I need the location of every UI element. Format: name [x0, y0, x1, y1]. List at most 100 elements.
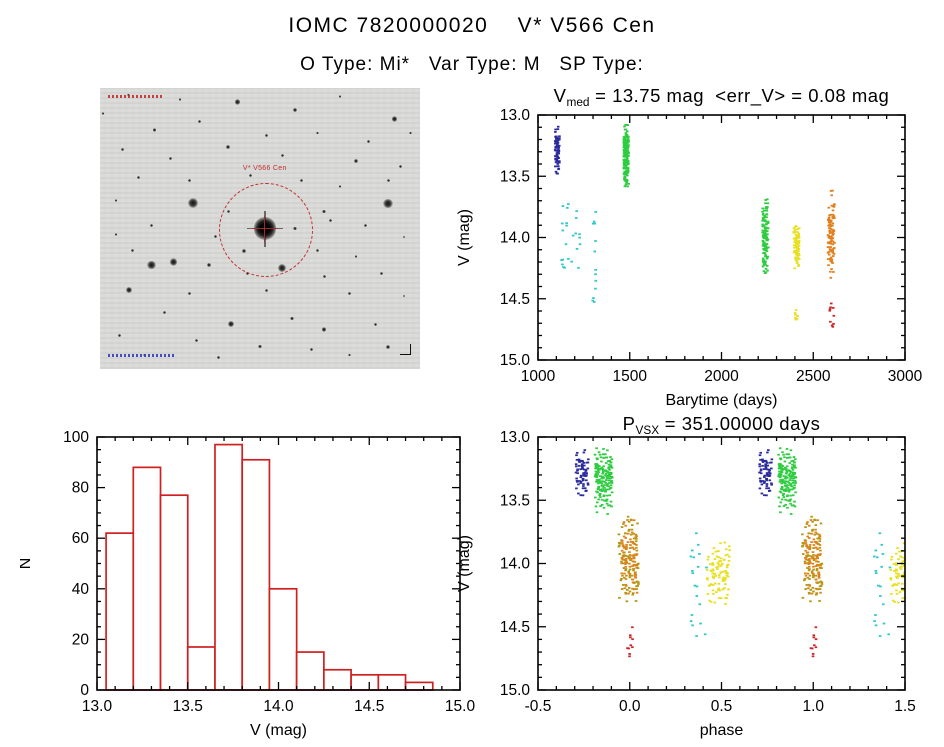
plot-element: 13.5	[500, 492, 530, 509]
plot-element	[786, 476, 789, 479]
plot-element	[594, 472, 598, 475]
plot-element	[761, 210, 764, 213]
plot-element	[599, 488, 602, 491]
plot-element	[828, 232, 832, 234]
plot-element	[602, 476, 606, 479]
plot-element	[633, 560, 637, 563]
plot-element	[808, 568, 811, 570]
plot-element	[598, 453, 602, 456]
plot-element	[625, 158, 629, 161]
plot-element	[810, 532, 814, 535]
plot-element	[634, 540, 638, 543]
plot-element	[787, 453, 791, 456]
plot-element	[818, 540, 822, 543]
histogram-bar	[105, 532, 135, 691]
plot-element	[769, 461, 772, 464]
plot-element	[812, 554, 815, 556]
plot-element	[895, 584, 899, 586]
plot-element	[779, 491, 783, 494]
plot-element	[881, 553, 885, 555]
plot-element	[762, 233, 766, 236]
phase-title: PVSX = 351.00000 days	[623, 413, 821, 437]
plot-element	[790, 485, 794, 488]
plot-element	[804, 526, 807, 528]
star	[383, 198, 393, 208]
star	[168, 156, 172, 160]
plot-element	[570, 260, 573, 263]
plot-element	[818, 544, 822, 546]
star	[136, 176, 140, 180]
plot-element	[830, 237, 834, 239]
plot-element	[698, 553, 701, 555]
plot-element	[577, 266, 580, 269]
plot-element	[797, 265, 800, 267]
plot-element	[816, 557, 820, 560]
plot-element	[625, 170, 629, 173]
plot-element	[828, 214, 831, 217]
plot-element	[591, 299, 595, 302]
plot-element	[691, 572, 695, 575]
plot-element	[761, 480, 765, 482]
y-axis-label: V (mag)	[456, 209, 473, 266]
plot-element	[635, 591, 639, 594]
plot-element	[814, 524, 818, 527]
plot-element	[583, 487, 587, 490]
plot-element	[762, 209, 766, 212]
plot-element	[807, 555, 811, 557]
plot-element	[818, 533, 821, 536]
plot-element	[806, 546, 809, 549]
plot-element	[556, 125, 560, 128]
plot-element	[713, 558, 717, 560]
plot-element	[813, 533, 817, 536]
plot-element	[627, 135, 630, 138]
plot-element	[874, 614, 877, 616]
plot-element	[813, 519, 817, 521]
plot-element	[806, 576, 810, 579]
plot-element	[709, 600, 713, 603]
plot-element	[695, 532, 698, 535]
plot-element	[782, 493, 785, 495]
plot-element	[597, 486, 601, 489]
plot-element	[625, 173, 628, 176]
plot-element	[810, 556, 814, 559]
plot-element	[555, 172, 559, 175]
star	[367, 139, 371, 143]
plot-element	[560, 222, 564, 225]
plot-element	[787, 489, 791, 492]
plot-element	[818, 566, 822, 569]
plot-element	[554, 147, 558, 149]
plot-element	[601, 471, 605, 474]
plot-element	[762, 237, 766, 240]
plot-element	[622, 558, 626, 561]
plot-element	[608, 482, 611, 484]
plot-element	[812, 538, 816, 541]
star	[188, 179, 191, 183]
plot-element	[762, 270, 766, 273]
plot-element	[765, 479, 769, 482]
plot-element	[764, 202, 767, 205]
plot-element	[826, 246, 830, 249]
plot-element	[790, 467, 794, 470]
plot-element	[791, 463, 794, 466]
plot-element	[717, 589, 720, 591]
plot-element	[808, 578, 811, 580]
plot-element	[556, 146, 560, 149]
plot-element	[603, 480, 606, 483]
plot-element	[768, 469, 771, 472]
plot-element	[585, 461, 589, 464]
plot-element	[600, 480, 603, 483]
plot-element	[788, 472, 792, 475]
plot-element	[764, 267, 768, 270]
plot-element	[897, 558, 900, 560]
plot-element	[579, 482, 582, 484]
plot-element	[828, 253, 831, 256]
plot-element	[793, 484, 796, 487]
plot-element	[791, 459, 795, 462]
plot-element	[624, 569, 627, 572]
plot-element	[624, 555, 628, 557]
plot-element	[624, 180, 628, 183]
plot-element	[791, 479, 794, 482]
plot-element	[635, 588, 638, 591]
plot-element	[567, 257, 570, 260]
plot-element	[597, 478, 601, 481]
